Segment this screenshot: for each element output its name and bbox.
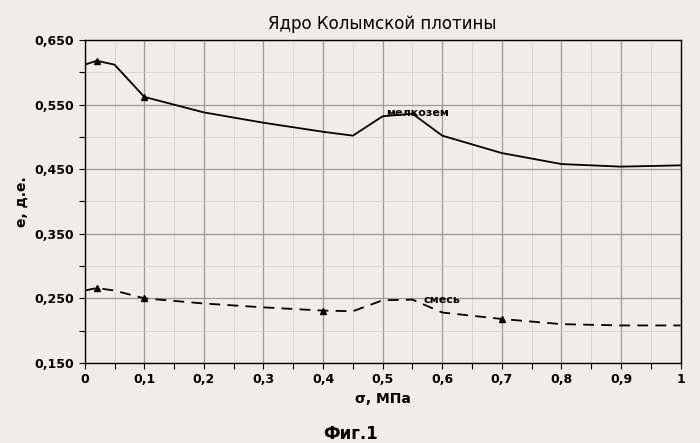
- Y-axis label: е, д.е.: е, д.е.: [15, 176, 29, 227]
- Text: смесь: смесь: [424, 295, 460, 305]
- X-axis label: σ, МПа: σ, МПа: [355, 392, 411, 406]
- Title: Ядро Колымской плотины: Ядро Колымской плотины: [268, 15, 497, 33]
- Text: Фиг.1: Фиг.1: [323, 424, 377, 443]
- Text: мелкозем: мелкозем: [386, 108, 449, 118]
